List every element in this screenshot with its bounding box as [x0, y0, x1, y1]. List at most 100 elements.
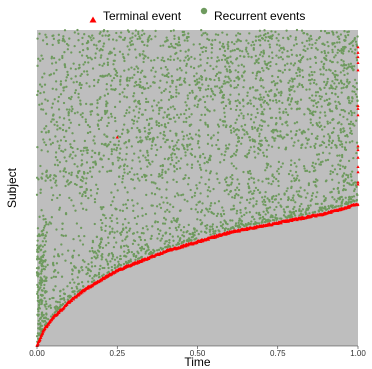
- recurrent-event-point: [321, 209, 324, 212]
- recurrent-event-point: [179, 59, 182, 62]
- recurrent-event-point: [146, 151, 149, 154]
- recurrent-event-point: [259, 44, 262, 47]
- recurrent-event-point: [307, 204, 310, 207]
- recurrent-event-point: [353, 78, 357, 82]
- recurrent-event-point: [332, 127, 336, 130]
- recurrent-event-point: [53, 248, 57, 251]
- recurrent-event-point: [164, 231, 167, 235]
- recurrent-event-point: [332, 187, 335, 191]
- recurrent-event-point: [57, 39, 60, 42]
- recurrent-event-point: [252, 222, 255, 226]
- recurrent-event-point: [59, 93, 63, 96]
- recurrent-event-point: [186, 163, 189, 166]
- recurrent-event-point: [335, 85, 338, 88]
- recurrent-event-point: [295, 108, 299, 111]
- recurrent-event-point: [93, 250, 97, 253]
- recurrent-event-point: [138, 179, 141, 182]
- recurrent-event-point: [356, 99, 359, 103]
- recurrent-event-point: [63, 168, 66, 171]
- recurrent-event-point: [213, 202, 217, 205]
- recurrent-event-point: [280, 135, 283, 139]
- recurrent-event-point: [254, 54, 257, 58]
- recurrent-event-point: [270, 30, 273, 33]
- recurrent-event-point: [113, 67, 116, 71]
- recurrent-event-point: [112, 59, 115, 62]
- recurrent-event-point: [250, 125, 254, 129]
- recurrent-event-point: [122, 203, 125, 206]
- recurrent-event-point: [68, 37, 71, 40]
- recurrent-event-point: [281, 71, 284, 74]
- recurrent-event-point: [163, 74, 166, 77]
- recurrent-event-point: [260, 36, 264, 40]
- recurrent-event-point: [244, 222, 247, 226]
- recurrent-event-point: [139, 136, 142, 139]
- recurrent-event-point: [308, 112, 312, 115]
- recurrent-event-point: [267, 182, 270, 185]
- recurrent-event-point: [285, 133, 288, 136]
- recurrent-event-point: [93, 142, 96, 145]
- recurrent-event-point: [150, 69, 153, 72]
- recurrent-event-point: [116, 221, 119, 225]
- recurrent-event-point: [100, 226, 103, 229]
- recurrent-event-point: [232, 227, 235, 230]
- recurrent-event-point: [125, 146, 128, 149]
- recurrent-event-point: [224, 75, 227, 78]
- recurrent-event-point: [235, 118, 239, 121]
- recurrent-event-point: [351, 122, 355, 126]
- recurrent-event-point: [283, 193, 286, 196]
- recurrent-event-point: [86, 39, 90, 43]
- recurrent-event-point: [177, 148, 180, 151]
- recurrent-event-point: [154, 143, 157, 147]
- recurrent-event-point: [339, 159, 342, 163]
- recurrent-event-point: [172, 116, 176, 119]
- recurrent-event-point: [341, 165, 345, 168]
- recurrent-event-point: [221, 206, 224, 209]
- recurrent-event-point: [304, 146, 307, 149]
- recurrent-event-point: [205, 160, 209, 164]
- recurrent-event-point: [325, 32, 329, 35]
- recurrent-event-point: [84, 120, 88, 124]
- recurrent-event-point: [237, 32, 240, 35]
- recurrent-event-point: [222, 82, 225, 85]
- recurrent-event-point: [192, 227, 196, 230]
- recurrent-event-point: [43, 275, 46, 278]
- recurrent-event-point: [263, 195, 267, 198]
- recurrent-event-point: [290, 198, 293, 202]
- terminal-event-point: [115, 135, 119, 139]
- recurrent-event-point: [43, 303, 46, 306]
- recurrent-event-point: [212, 187, 215, 191]
- recurrent-event-point: [53, 163, 57, 166]
- recurrent-event-point: [239, 196, 243, 199]
- recurrent-event-point: [45, 174, 48, 177]
- recurrent-event-point: [124, 218, 127, 221]
- recurrent-event-point: [258, 132, 261, 135]
- recurrent-event-point: [168, 241, 171, 244]
- recurrent-event-point: [71, 157, 74, 160]
- recurrent-event-point: [220, 91, 224, 94]
- recurrent-event-point: [252, 43, 256, 46]
- recurrent-event-point: [311, 123, 314, 127]
- recurrent-event-point: [178, 223, 181, 226]
- recurrent-event-point: [294, 133, 297, 137]
- recurrent-event-point: [155, 121, 158, 124]
- recurrent-event-point: [42, 91, 46, 94]
- recurrent-event-point: [336, 78, 339, 82]
- recurrent-event-point: [194, 237, 197, 241]
- recurrent-event-point: [84, 194, 87, 198]
- recurrent-event-point: [113, 148, 116, 151]
- recurrent-event-point: [328, 87, 331, 90]
- recurrent-event-point: [44, 179, 47, 182]
- recurrent-event-point: [169, 163, 172, 166]
- recurrent-event-point: [105, 135, 108, 138]
- recurrent-event-point: [226, 47, 230, 50]
- recurrent-event-point: [244, 154, 247, 158]
- recurrent-event-point: [349, 123, 352, 126]
- recurrent-event-point: [290, 137, 293, 140]
- recurrent-event-point: [134, 29, 138, 32]
- recurrent-event-point: [40, 85, 44, 88]
- recurrent-event-point: [237, 129, 240, 132]
- recurrent-event-point: [68, 118, 71, 122]
- recurrent-event-point: [237, 188, 241, 192]
- recurrent-event-point: [42, 313, 45, 317]
- recurrent-event-point: [158, 86, 161, 89]
